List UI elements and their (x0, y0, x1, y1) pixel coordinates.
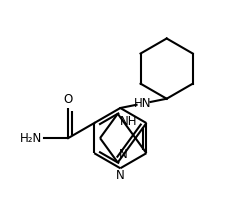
Text: NH: NH (120, 115, 137, 128)
Text: N: N (119, 148, 128, 161)
Text: N: N (116, 169, 125, 182)
Text: HN: HN (134, 97, 151, 110)
Text: H₂N: H₂N (20, 132, 42, 145)
Text: O: O (63, 93, 73, 106)
